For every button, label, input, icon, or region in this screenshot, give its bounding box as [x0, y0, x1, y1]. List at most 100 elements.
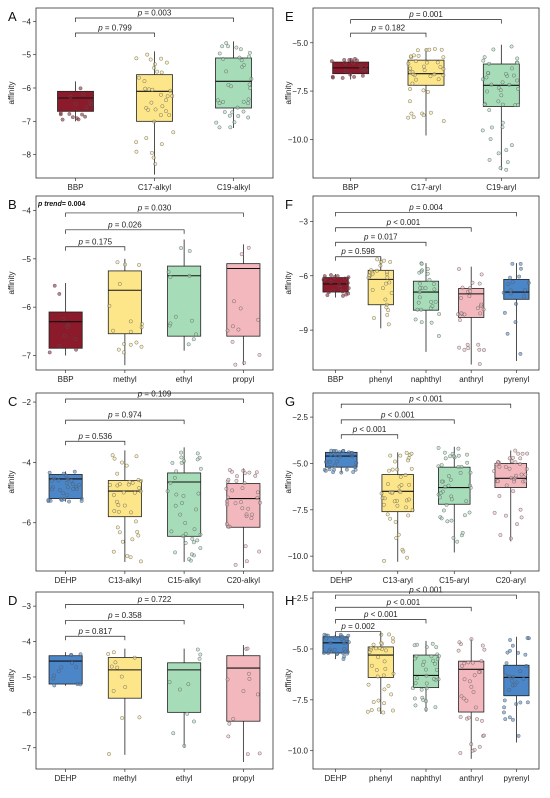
data-point — [509, 459, 514, 464]
data-point — [107, 303, 112, 308]
data-point — [518, 261, 523, 266]
y-tick-label: −6 — [299, 272, 309, 281]
y-tick-label: −4 — [22, 207, 32, 216]
data-point — [480, 643, 485, 648]
data-point — [475, 306, 480, 311]
data-point — [443, 450, 447, 455]
data-point — [435, 60, 440, 65]
data-point — [214, 120, 219, 125]
y-axis-label: affinity — [284, 272, 293, 295]
box-propyl — [225, 645, 262, 762]
data-point — [468, 470, 473, 475]
y-tick-label: −5.0 — [292, 39, 308, 48]
box-body — [367, 646, 394, 678]
data-point — [505, 160, 510, 165]
data-point — [137, 715, 142, 720]
data-point — [120, 460, 124, 465]
data-point — [375, 268, 379, 273]
data-point — [74, 116, 79, 121]
data-point — [494, 462, 499, 467]
y-tick-label: −7.5 — [292, 696, 308, 705]
data-point — [80, 112, 84, 117]
comparison-bracket: p = 0.817 — [65, 627, 126, 641]
x-tick-label: propyl — [232, 375, 254, 384]
data-point — [121, 490, 126, 495]
data-point — [239, 58, 244, 63]
x-tick-label: DEHP — [55, 774, 77, 783]
box-naphthyl — [410, 640, 441, 713]
y-tick-label: −7.5 — [292, 87, 308, 96]
data-point — [504, 661, 509, 666]
box-phenyl — [365, 632, 396, 715]
data-point — [111, 549, 116, 554]
data-point — [351, 60, 356, 65]
data-point — [387, 468, 391, 473]
x-tick-label: C19-aryl — [486, 183, 516, 192]
data-point — [409, 466, 414, 471]
data-point — [346, 291, 351, 296]
data-point — [148, 57, 153, 62]
data-point — [462, 312, 467, 317]
data-point — [469, 742, 474, 747]
data-point — [181, 493, 186, 498]
data-point — [377, 646, 382, 650]
data-point — [240, 486, 245, 491]
data-point — [346, 640, 351, 645]
data-point — [449, 518, 454, 523]
panel-frame — [312, 392, 540, 572]
data-point — [513, 448, 518, 453]
data-point — [506, 282, 511, 287]
data-point — [192, 540, 196, 545]
data-point — [413, 317, 418, 322]
data-point — [392, 499, 397, 504]
x-tick-label: BBP — [328, 375, 344, 384]
data-point — [49, 478, 54, 483]
data-point — [375, 674, 380, 679]
data-point — [504, 71, 508, 76]
data-point — [434, 667, 439, 672]
data-point — [426, 90, 430, 94]
data-point — [247, 677, 252, 681]
data-point — [419, 261, 424, 266]
data-point — [50, 487, 54, 492]
data-point — [67, 112, 72, 116]
data-point — [350, 454, 355, 459]
data-point — [466, 346, 471, 350]
x-tick-label: C13-alkyl — [108, 576, 142, 585]
data-point — [436, 464, 441, 469]
data-point — [430, 641, 435, 646]
comparison-bracket: p = 0.175 — [65, 237, 126, 251]
data-point — [386, 308, 391, 313]
box-body — [48, 655, 83, 685]
data-point — [61, 491, 66, 496]
data-point — [360, 73, 365, 78]
data-point — [510, 261, 515, 266]
data-point — [159, 92, 163, 97]
data-point — [341, 657, 346, 661]
data-point — [403, 473, 408, 478]
data-point — [246, 97, 251, 102]
data-point — [329, 273, 333, 277]
bracket-line — [335, 594, 517, 600]
data-point — [408, 66, 413, 71]
data-point — [152, 65, 156, 70]
data-point — [171, 731, 176, 736]
data-point — [187, 557, 191, 562]
data-point — [134, 340, 139, 345]
p-value-label: p = 0.003 — [137, 9, 172, 18]
box-body — [167, 472, 202, 537]
data-point — [476, 342, 481, 347]
data-point — [346, 275, 351, 280]
data-point — [458, 318, 462, 322]
p-value-label: p < 0.001 — [386, 598, 421, 607]
p-value-label: p < 0.001 — [408, 586, 443, 595]
panel-frame — [35, 392, 274, 572]
data-point — [427, 277, 432, 282]
data-point — [330, 75, 335, 80]
data-point — [81, 91, 86, 96]
data-point — [149, 150, 154, 155]
data-point — [462, 661, 467, 666]
y-axis-label: affinity — [284, 669, 293, 692]
